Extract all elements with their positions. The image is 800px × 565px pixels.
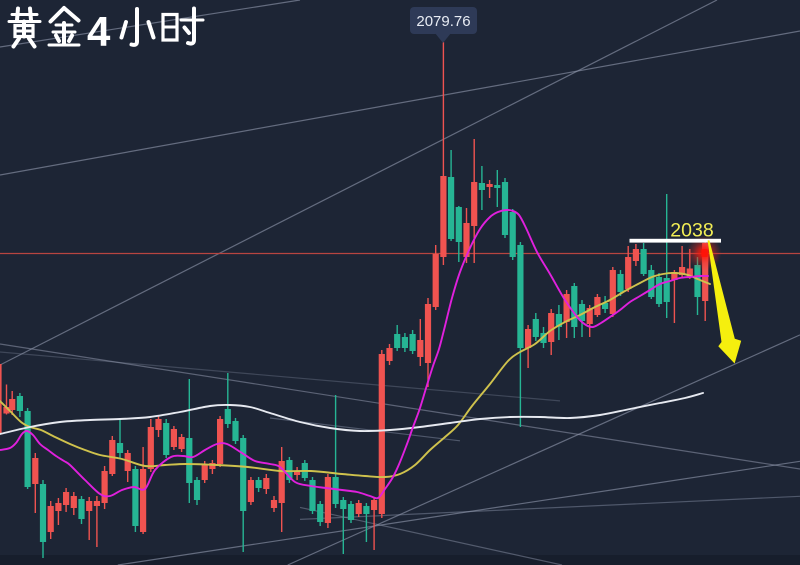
svg-text:2079.76: 2079.76	[416, 13, 470, 30]
svg-text:2038: 2038	[670, 220, 713, 242]
svg-text:4: 4	[87, 8, 111, 55]
